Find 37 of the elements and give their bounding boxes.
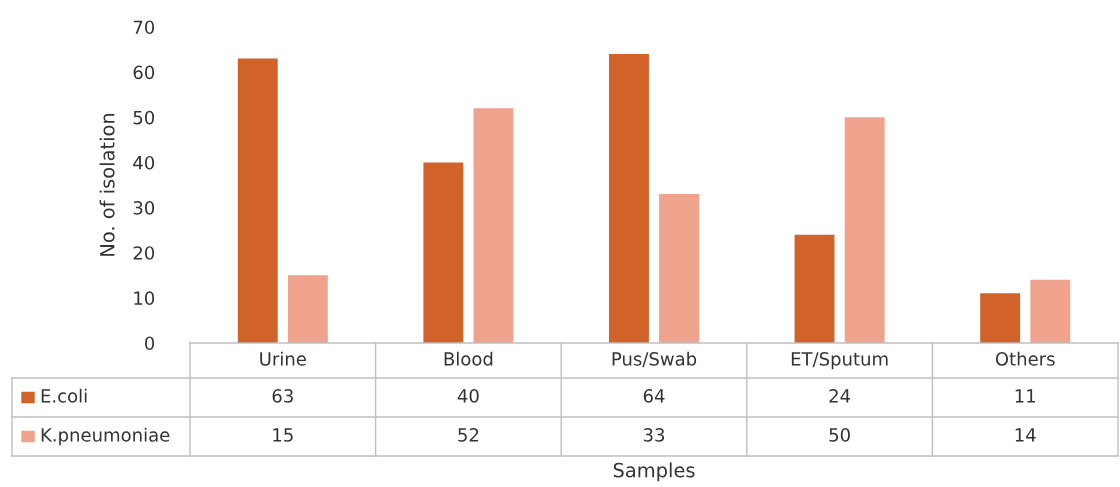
data-label: 63	[272, 389, 293, 403]
x-tick-label: Urine	[260, 351, 306, 366]
x-tick-label: Pus/Swab	[612, 351, 697, 368]
data-label: 24	[829, 389, 851, 403]
bar	[473, 108, 514, 343]
data-label: 64	[643, 389, 665, 403]
y-tick-label: 40	[133, 155, 155, 170]
bar	[980, 293, 1021, 343]
data-label: 33	[643, 428, 665, 442]
data-label: 52	[458, 428, 479, 442]
legend-label: K.pneumoniae	[41, 427, 170, 446]
data-label: 11	[1015, 389, 1036, 403]
bar	[659, 194, 700, 343]
x-tick-label: Others	[995, 351, 1055, 366]
y-tick-label: 60	[133, 65, 155, 80]
y-tick-label: 0	[144, 336, 155, 351]
y-tick-label: 50	[133, 110, 155, 125]
bar	[423, 162, 464, 343]
y-tick-label: 10	[134, 291, 155, 305]
y-tick-label: 70	[133, 20, 155, 35]
x-tick-label: Blood	[444, 351, 493, 366]
data-label: 15	[273, 428, 293, 442]
y-tick-label: 20	[133, 246, 155, 260]
x-axis-title: Samples	[613, 462, 695, 482]
bar	[844, 117, 885, 343]
bar	[287, 275, 328, 343]
x-tick-label: ET/Sputum	[791, 352, 888, 370]
data-label: 14	[1015, 428, 1036, 442]
y-axis-title: No. of isolation	[99, 113, 115, 256]
data-label: 40	[457, 389, 479, 403]
bar	[794, 234, 835, 343]
y-tick-label: 30	[133, 201, 155, 215]
bar	[237, 58, 278, 343]
bar	[608, 54, 649, 343]
bar	[1030, 279, 1071, 343]
legend-label: E.coli	[41, 388, 87, 403]
data-label: 50	[829, 428, 850, 442]
